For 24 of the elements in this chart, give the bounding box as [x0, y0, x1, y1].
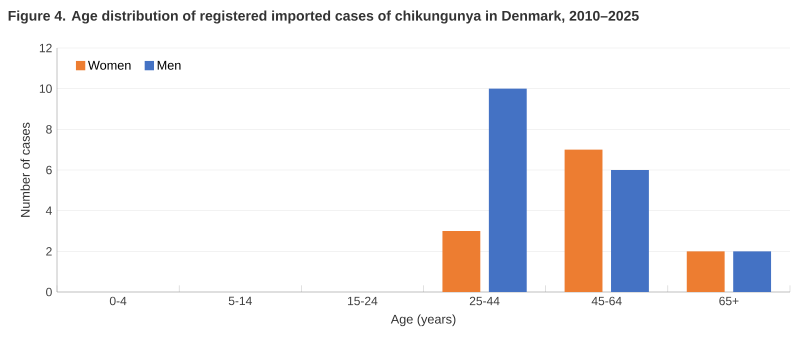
chart-title: Figure 4. Age distribution of registered imported cases of chikungunya in Denmark, 2010–2025 [8, 10, 639, 24]
bar [611, 170, 649, 292]
y-axis-title: Number of cases [20, 122, 30, 217]
y-tick-label: 4 [46, 206, 52, 215]
y-tick-label: 6 [46, 166, 52, 174]
bar [733, 251, 772, 292]
y-tick-label: 8 [46, 125, 52, 134]
x-tick-label: 15-24 [348, 296, 378, 306]
y-tick-label: 12 [40, 44, 52, 52]
legend-label: Women [88, 60, 131, 70]
x-tick-label: 0-4 [110, 296, 126, 306]
x-tick-label: 25-44 [470, 296, 500, 306]
legend-label: Men [158, 60, 181, 70]
y-tick-label: 0 [46, 288, 52, 296]
y-tick-label: 2 [46, 247, 52, 256]
y-tick-label: 10 [40, 84, 52, 93]
bar [564, 150, 602, 292]
x-axis-title: Age (years) [390, 314, 456, 326]
bar [442, 231, 480, 292]
x-tick-label: 65+ [719, 296, 738, 306]
x-tick-label: 45-64 [592, 296, 622, 306]
x-tick-label: 5-14 [228, 296, 252, 306]
bar [686, 251, 725, 292]
bar [488, 88, 527, 292]
